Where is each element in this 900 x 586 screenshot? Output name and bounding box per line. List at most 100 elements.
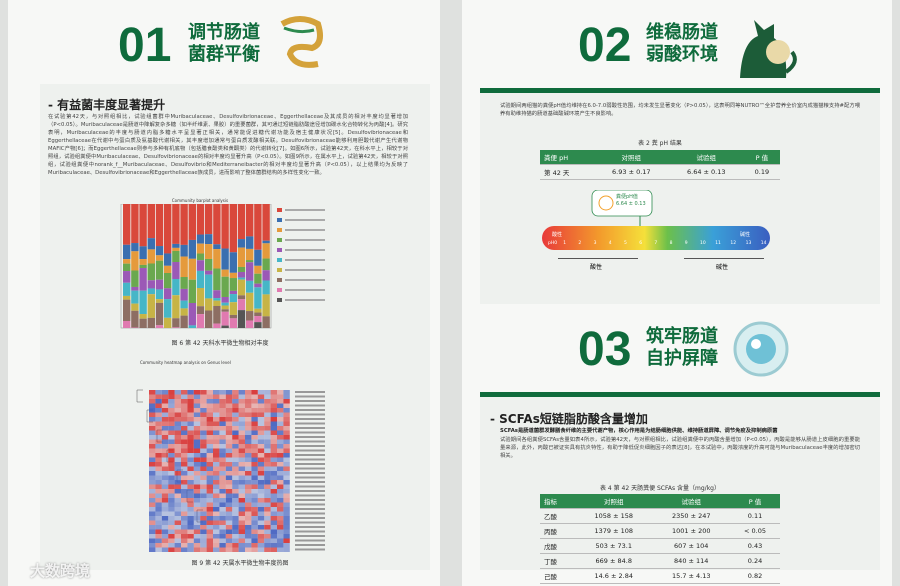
scale-label: 6 xyxy=(639,241,643,246)
heat-cell xyxy=(187,480,194,485)
heat-cell xyxy=(174,529,181,534)
heat-cell xyxy=(219,444,226,449)
heat-cell xyxy=(219,538,226,543)
heat-cell xyxy=(187,525,194,530)
bar-segment xyxy=(139,246,147,260)
heat-cell xyxy=(245,439,252,444)
heat-cell xyxy=(187,547,194,552)
heat-cell xyxy=(213,417,220,422)
heat-cell xyxy=(277,534,284,539)
bar-segment xyxy=(131,303,139,311)
heat-cell xyxy=(181,453,188,458)
heat-cell xyxy=(264,430,271,435)
heat-cell xyxy=(283,511,290,516)
heat-cell xyxy=(251,426,258,431)
row-label-placeholder xyxy=(295,499,325,501)
row-label-placeholder xyxy=(295,449,325,452)
heat-cell xyxy=(238,475,245,480)
legend-swatch xyxy=(277,238,282,242)
bar-segment xyxy=(262,240,270,244)
table-row: 丙酸 1379 ± 108 1001 ± 200 < 0.05 xyxy=(540,523,780,539)
row-label-placeholder xyxy=(295,521,325,524)
heat-cell xyxy=(181,412,188,417)
heat-cell xyxy=(187,408,194,413)
heat-cell xyxy=(238,403,245,408)
section-title: 筑牢肠道 xyxy=(646,326,718,347)
heat-cell xyxy=(193,484,201,489)
heat-cell xyxy=(270,466,277,471)
bar-segment xyxy=(131,251,139,271)
heat-cell xyxy=(238,507,245,512)
heat-cell xyxy=(155,390,162,395)
bar-segment xyxy=(123,263,131,272)
heat-cell xyxy=(193,444,201,449)
heat-cell xyxy=(238,484,245,489)
heat-cell xyxy=(174,462,181,467)
heat-cell xyxy=(181,439,188,444)
heat-cell xyxy=(161,403,169,408)
heat-cell xyxy=(238,439,245,444)
bar-segment xyxy=(164,288,172,300)
table-cell: 503 ± 73.1 xyxy=(574,538,653,554)
heat-cell xyxy=(168,493,175,498)
heat-cell xyxy=(257,538,265,543)
heat-cell xyxy=(245,480,252,485)
bar-segment xyxy=(139,268,147,291)
heat-cell xyxy=(225,525,233,530)
heatmap-figure xyxy=(136,389,325,552)
bar-segment xyxy=(123,320,131,328)
heat-cell xyxy=(238,538,245,543)
heat-cell xyxy=(161,444,169,449)
table-cell: 0.24 xyxy=(730,553,780,569)
bar-segment xyxy=(188,239,196,259)
heat-cell xyxy=(193,529,201,534)
heat-cell xyxy=(168,403,175,408)
capsule-icon xyxy=(733,321,789,377)
heat-cell xyxy=(206,462,213,467)
heat-cell xyxy=(277,457,284,462)
heat-cell xyxy=(200,403,207,408)
bar-segment xyxy=(196,204,205,235)
heat-cell xyxy=(264,453,271,458)
row-label-placeholder xyxy=(295,463,325,465)
heat-cell xyxy=(283,475,290,480)
heat-cell xyxy=(277,421,284,426)
bar-segment xyxy=(229,318,237,328)
heat-cell xyxy=(193,543,201,548)
heat-cell xyxy=(161,430,169,435)
heat-cell xyxy=(219,475,226,480)
heat-cell xyxy=(155,525,162,530)
heat-cell xyxy=(283,412,290,417)
scfa-table: 指标 对照组 试验组 P 值乙酸 1058 ± 158 2350 ± 247 0.11 丙酸 1… xyxy=(540,494,780,584)
heat-cell xyxy=(174,471,181,476)
heat-cell xyxy=(181,417,188,422)
heat-cell xyxy=(232,493,239,498)
heat-cell xyxy=(155,484,162,489)
section-title: 菌群平衡 xyxy=(188,44,260,65)
heat-cell xyxy=(283,426,290,431)
heat-cell xyxy=(200,511,207,516)
row-label-placeholder xyxy=(295,517,325,519)
heat-cell xyxy=(264,471,271,476)
heat-cell xyxy=(155,426,162,431)
heat-cell xyxy=(264,466,271,471)
heat-cell xyxy=(149,412,156,417)
header-cell: P 值 xyxy=(743,150,780,165)
bar-segment xyxy=(139,204,147,247)
heat-cell xyxy=(206,466,213,471)
heat-cell xyxy=(277,498,284,503)
bar-segment xyxy=(229,294,237,303)
heat-cell xyxy=(277,390,284,395)
row-label-placeholder xyxy=(295,481,325,483)
bar-segment xyxy=(237,279,246,296)
figure-caption: 图 9 第 42 天属水平微生物丰度热图 xyxy=(191,560,289,567)
heat-cell xyxy=(206,484,213,489)
heat-cell xyxy=(206,471,213,476)
heat-cell xyxy=(283,390,290,395)
heat-cell xyxy=(168,543,175,548)
heat-cell xyxy=(270,444,277,449)
heat-cell xyxy=(181,403,188,408)
heat-cell xyxy=(155,547,162,552)
heat-cell xyxy=(174,444,181,449)
heat-cell xyxy=(149,484,156,489)
